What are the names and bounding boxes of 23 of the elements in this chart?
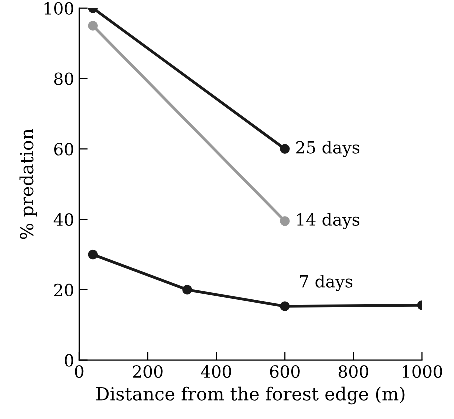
point xyxy=(280,302,290,312)
point xyxy=(88,21,98,31)
x-tick-label: 200 xyxy=(133,365,163,378)
point xyxy=(182,285,192,295)
point xyxy=(280,216,290,226)
y-tick-label: 80 xyxy=(54,72,74,86)
point xyxy=(88,250,98,260)
x-tick-label: 800 xyxy=(338,365,368,378)
series-label: 7 days xyxy=(300,274,353,292)
y-axis-title: % predation xyxy=(20,129,38,240)
y-tick-label: 20 xyxy=(54,284,74,297)
y-tick-label: 60 xyxy=(54,143,74,156)
x-tick-label: 1000 xyxy=(403,365,442,378)
y-tick-label: 0 xyxy=(65,354,74,367)
x-tick-label: 400 xyxy=(201,365,232,378)
x-axis-title: Distance from the forest edge (m) xyxy=(96,386,405,405)
point xyxy=(280,144,290,154)
series-label: 14 days xyxy=(297,213,360,230)
series-label: 25 days xyxy=(296,140,360,158)
x-tick-label: 600 xyxy=(270,365,300,378)
y-tick-label: 100 xyxy=(44,2,74,15)
x-tick-label: 0 xyxy=(75,365,84,378)
y-tick-label: 40 xyxy=(54,214,74,226)
